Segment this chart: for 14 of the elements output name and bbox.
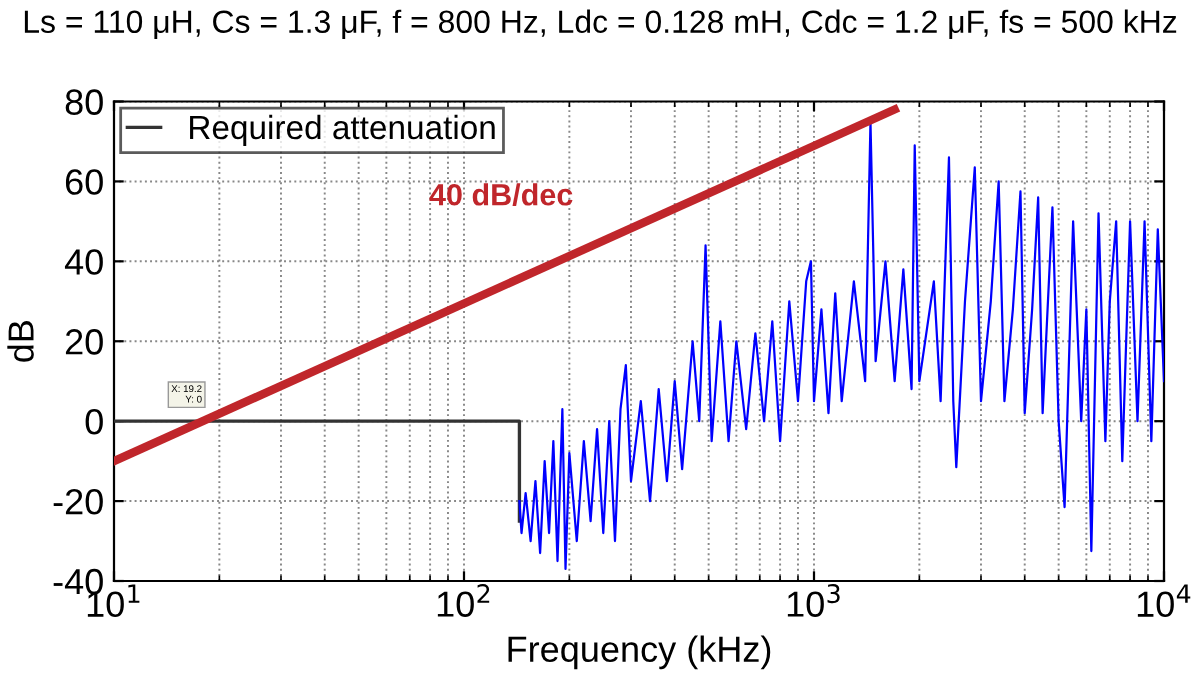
y-tick-label: 0 xyxy=(85,409,103,435)
x-tick-label: 10$^{4}$ xyxy=(1137,584,1191,617)
y-tick-label: 60 xyxy=(65,169,103,195)
y-tick-label: -20 xyxy=(53,488,103,515)
x-tick-label: 10$^{3}$ xyxy=(787,584,840,617)
annotation: 40 dB/dec xyxy=(429,183,573,206)
legend-label: Required attenuation xyxy=(190,114,495,146)
y-tick-label: 20 xyxy=(65,329,103,355)
chart-title: Ls = 110 μH, Cs = 1.3 μF, f = 800 Hz, Ldc = 0.128 mH, Cdc = 1.2 μF, fs = 500 kHz xyxy=(24,9,1177,39)
y-tick-label: 80 xyxy=(65,89,103,115)
x-axis-title: Frequency (kHz) xyxy=(508,635,771,670)
y-axis-title: dB xyxy=(7,321,34,362)
y-tick-label: 40 xyxy=(64,249,103,275)
x-tick-label: 10$^{2}$ xyxy=(437,584,490,617)
